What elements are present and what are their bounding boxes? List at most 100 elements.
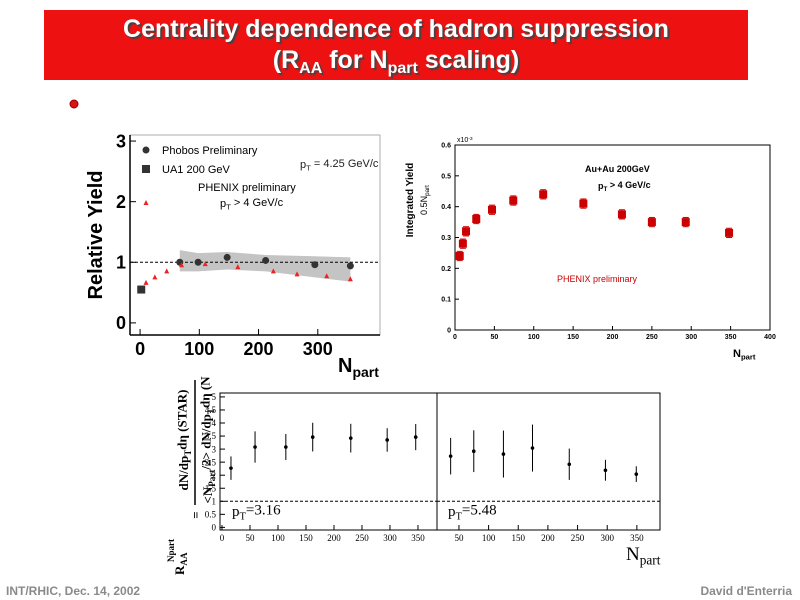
x-tick-label: 100 [271, 533, 285, 543]
x-tick-label: 150 [567, 334, 579, 341]
y-tick-label: 0 [116, 313, 126, 333]
x-axis-label: Npart [338, 355, 379, 380]
y-tick-label: 0.2 [441, 266, 451, 273]
label-denominator-piece: /2> dN/dp [199, 414, 214, 470]
label-numerator-piece: dN/dp [176, 456, 191, 491]
annotation: Au+Au 200GeV [585, 164, 650, 174]
legend-label: pT > 4 GeV/c [220, 197, 284, 212]
annotation-piece: T [240, 512, 247, 523]
y-tick-label: 0.3 [441, 235, 451, 242]
point [413, 435, 418, 439]
annotation-piece: =5.48 [462, 502, 497, 518]
y-tick-label: 2.5 [205, 457, 217, 467]
footer-right: David d'Enterria [700, 584, 792, 598]
point [647, 218, 656, 227]
point [448, 454, 453, 458]
annotation-piece: T [456, 512, 463, 523]
x-tick-label: 400 [764, 334, 776, 341]
x-tick-label: 0 [453, 334, 457, 341]
annotation: PHENIX preliminary [557, 274, 638, 284]
axis-exponent: x10-3 [457, 136, 473, 144]
y-tick-label: 1 [116, 253, 126, 273]
point [179, 262, 185, 268]
point [164, 268, 170, 274]
chart: 50 100 150 200 250 300 350 pT=5.48 Npart [436, 392, 661, 568]
label-numerator-piece: dη (STAR) [175, 389, 190, 449]
point [681, 218, 690, 227]
x-tick-label: 200 [327, 533, 341, 543]
annotation-piece: = 4.25 GeV/c [311, 158, 379, 170]
label-denominator: <NPart/2> dN/dpTdη (N [197, 376, 217, 504]
x-tick-label: 250 [646, 334, 658, 341]
point [262, 256, 270, 264]
x-tick-label: 250 [355, 533, 369, 543]
x-tick-label: 50 [454, 533, 464, 543]
legend-marker [142, 146, 150, 154]
y-tick-label: 4.5 [205, 405, 217, 415]
point [235, 264, 241, 270]
point [579, 199, 588, 208]
x-tick-label: 50 [490, 334, 498, 341]
x-axis-label-piece: part [741, 353, 756, 362]
label-denominator-piece: dη (N [197, 376, 212, 408]
x-tick-label: 100 [184, 339, 214, 359]
frame [436, 392, 661, 531]
y-tick-label: 1 [212, 496, 217, 506]
label-denominator-piece: T [206, 408, 216, 414]
title-piece: (R [272, 46, 300, 74]
legend-title: PHENIX preliminary [198, 182, 296, 194]
point [539, 190, 548, 199]
point [223, 253, 231, 261]
x-tick-label: 150 [512, 533, 526, 543]
legend-label: Phobos Preliminary [162, 145, 258, 157]
point [617, 210, 626, 219]
point [270, 268, 276, 274]
y-tick-label: 3 [116, 131, 126, 151]
title-line: Centrality dependence of hadron suppress… [123, 15, 669, 43]
y-tick-label: 0.5 [441, 173, 451, 180]
legend-marker [142, 165, 150, 173]
title-piece: part [387, 60, 418, 77]
y-tick-label: 0.5 [205, 509, 217, 519]
y-tick-label: 3.5 [205, 431, 217, 441]
y-tick-label: 1.5 [205, 483, 217, 493]
point [567, 462, 572, 467]
y-tick-label: 2 [212, 470, 217, 480]
y-tick-label: 0 [212, 523, 217, 533]
x-axis-label-piece: N [626, 544, 640, 565]
point [253, 445, 257, 449]
label-denominator-piece: Part [207, 470, 217, 487]
title-piece: AA [299, 60, 323, 77]
point [455, 252, 464, 260]
label-lhs-piece: AA [179, 552, 189, 566]
point [284, 445, 288, 449]
chart: 0 50 100 150 200 250 300 350 400 0 0.1 0.2 0.3 0.4 0.5… [405, 136, 776, 362]
annotation-piece: =3.16 [246, 502, 281, 518]
point [530, 446, 535, 450]
x-tick-label: 50 [246, 533, 256, 543]
point [152, 274, 158, 280]
band [179, 250, 351, 282]
x-tick-label: 350 [411, 533, 425, 543]
point [202, 261, 208, 267]
point [725, 228, 734, 237]
annotation-piece: T [306, 164, 311, 173]
point [311, 261, 319, 269]
legend-marker [143, 200, 149, 205]
point [346, 262, 354, 270]
title-line: (RAA for Npart scaling) [44, 45, 748, 77]
point [324, 273, 330, 279]
chart: 0 50 100 150 200 250 300 350 0 0.5 1 1.5 2 2.5 3 3.5 4 4.… [166, 376, 438, 575]
point [310, 435, 315, 439]
annotation: pT = 4.25 GeV/c [300, 158, 379, 173]
point [634, 472, 639, 476]
label-lhs-piece: R [172, 565, 187, 575]
x-tick-label: 300 [383, 533, 397, 543]
point [471, 449, 476, 453]
annotation: pT=3.16 [232, 502, 281, 522]
annotation: pT > 4 GeV/c [598, 180, 651, 193]
x-tick-label: 200 [607, 334, 619, 341]
annotation-piece: p [232, 504, 240, 520]
